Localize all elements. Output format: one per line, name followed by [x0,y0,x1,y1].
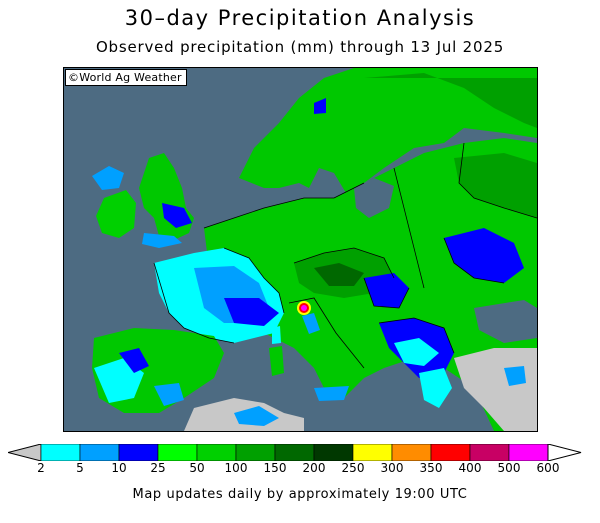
legend-swatch [313,444,354,461]
england-wet-area [162,203,192,228]
scandinavia-region [239,68,537,198]
legend-tick-label: 400 [458,461,482,475]
legend-swatch [40,444,81,461]
legend-swatch [157,444,198,461]
alps-heavy-area [314,263,364,286]
country-borders [153,142,537,369]
corsica-region [272,326,281,344]
legend-tick-label: 500 [497,461,521,475]
legend-tick-label: 350 [419,461,443,475]
legend-colorbar [8,444,582,461]
footer-note: Map updates daily by approximately 19:00… [132,487,468,502]
hungary-wet-area [364,273,409,308]
legend-swatch [391,444,432,461]
legend-swatch [274,444,315,461]
black-sea [474,300,537,343]
map-title: 30–day Precipitation Analysis [124,6,476,30]
greece-region [419,368,452,408]
sardinia-region [269,346,284,376]
south-england-area [142,233,182,248]
map-subtitle: Observed precipitation (mm) through 13 J… [95,38,505,56]
legend-swatch [469,444,510,461]
legend-tick-label: 50 [189,461,205,475]
legend-tick-label: 300 [380,461,404,475]
italy-central-area [302,313,320,334]
legend-swatch [118,444,159,461]
map-canvas [64,68,537,431]
russia-region [454,153,537,218]
balkans-dry-area [394,338,439,366]
legend-swatch [79,444,120,461]
south-spain-area [154,383,184,406]
legend-labels: 2 5 10 25 50 100 150 200 250 300 350 400 500 600 [0,461,600,477]
legend-swatch [508,444,549,461]
legend-swatch [196,444,237,461]
credit-label: ©World Ag Weather [65,69,187,86]
legend-tick-label: 5 [76,461,84,475]
legend-swatch [235,444,276,461]
legend-tick-label: 150 [263,461,287,475]
legend-tick-label: 10 [111,461,127,475]
spain-wet-spot [119,348,149,373]
baltic-sea [354,178,394,218]
ireland-region [96,190,136,238]
legend-tick-label: 25 [150,461,166,475]
hotspot-inner [301,305,307,311]
legend-tick-label: 200 [302,461,326,475]
turkey-wet-spot [504,366,526,386]
france-south-wet-area [224,298,279,326]
ukraine-wet-area [444,228,524,283]
tunisia-area [234,406,279,426]
legend-tick-label: 2 [37,461,45,475]
legend-swatch [352,444,393,461]
legend-below-triangle [8,444,42,461]
scandinavia-north-region [364,73,537,128]
north-ireland-area [92,166,124,190]
legend-above-triangle [547,444,582,461]
precipitation-map [63,67,538,432]
norway-wet-spot [314,98,326,114]
legend-swatch [430,444,471,461]
legend-tick-label: 250 [341,461,365,475]
sicily-region [314,386,349,401]
legend-tick-label: 100 [224,461,248,475]
legend-tick-label: 600 [536,461,560,475]
